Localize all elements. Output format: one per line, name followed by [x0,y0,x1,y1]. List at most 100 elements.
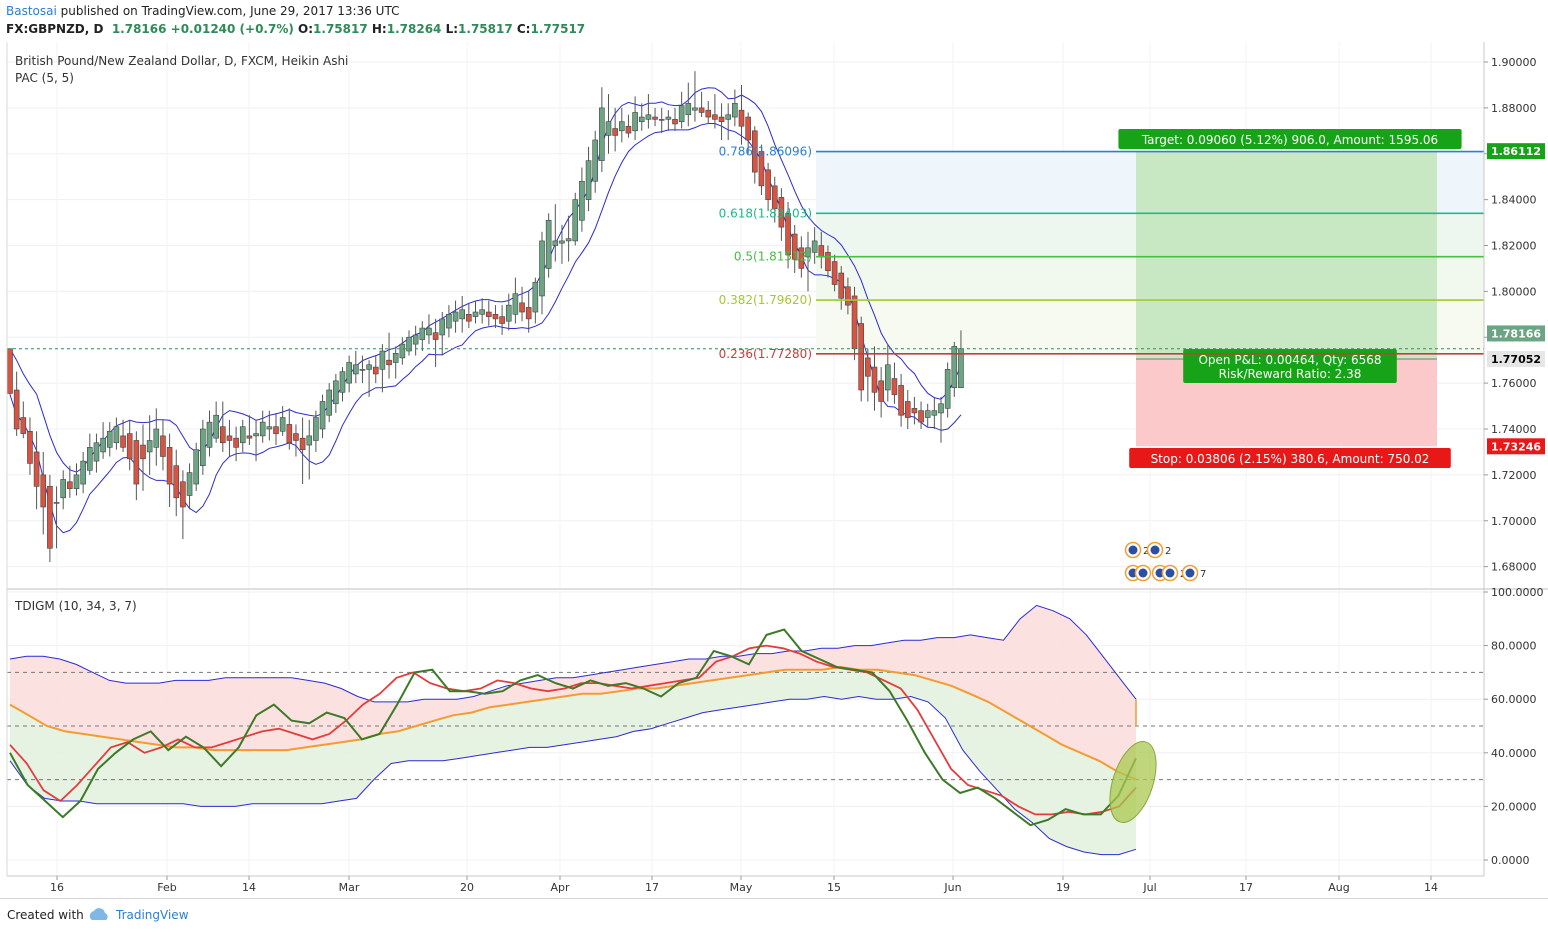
event-count: 2 [1165,546,1171,557]
candle-body [286,424,293,444]
candle [891,362,898,404]
candle [805,231,811,292]
candle-body [100,437,106,453]
open-value: 1.75817 [313,22,368,36]
candle-body [958,348,964,389]
candle-body [658,119,665,121]
candle [599,87,605,173]
candle [944,362,951,418]
candle [432,318,439,368]
low-value: 1.75817 [458,22,513,36]
candle-body [366,364,372,370]
candle-body [106,430,113,448]
author-link[interactable]: Bastosai [6,4,57,18]
candle-body [884,364,891,391]
pnl-label-box [1183,349,1397,383]
candle-body [279,417,286,432]
fib-retracement[interactable]: 0.786(1.86096) 0.618(1.83403) 0.5(1.81512)… [7,145,1484,361]
event-count: 7 [1200,569,1206,580]
candle-body [592,139,599,182]
candle [858,316,865,402]
price-tag [1487,325,1545,342]
candle-body [492,314,499,320]
candle [339,367,346,402]
candle [878,367,884,418]
candle-body [226,435,233,441]
y-tick-label: 1.84000 [1491,194,1537,207]
candle-body [898,385,904,416]
candle [319,394,326,439]
ohlc-line: FX:GBPNZD, D 1.78166 +0.01240 (+0.7%) O:… [6,22,585,36]
candle-body [485,311,492,317]
candle [20,401,27,439]
candle-body [80,460,86,485]
stop-label-text: Stop: 0.03806 (2.15%) 380.6, Amount: 750… [1151,452,1430,466]
fib-level-label: 0.236(1.77280) [719,347,812,361]
candle [140,424,146,491]
tradingview-cloud-icon [89,908,108,920]
candle-body [951,346,958,389]
candle-body [319,401,326,430]
candle [838,266,845,310]
candle-body [505,304,512,322]
candle [27,417,33,475]
channel-upper [9,87,962,473]
candle [87,433,93,475]
candles [7,71,964,563]
tdi-title: TDIGM (10, 34, 3, 7) [14,599,137,613]
fib-level-label: 0.5(1.81512) [734,250,812,264]
candle-body [605,121,612,136]
chart-title: British Pound/New Zealand Dollar, D, FXC… [15,54,348,68]
target-label: Target: 0.09060 (5.12%) 906.0, Amount: 1… [1118,129,1462,149]
price-change: +0.01240 (+0.7%) [170,22,294,36]
candle [279,406,286,436]
candle [326,383,333,423]
candle-body [419,327,426,340]
candle [352,351,359,384]
candle [505,293,512,331]
candle [931,396,938,429]
candle-body [273,426,279,434]
candle [80,451,86,494]
candle [213,401,219,443]
candle [951,341,958,397]
candle [685,82,692,127]
candle-body [765,169,771,200]
candle-body [512,293,519,315]
candle-body [725,114,732,120]
candle-body [612,128,618,136]
candle [738,84,745,145]
candle-body [625,125,632,134]
price-chart[interactable]: Target: 0.09060 (5.12%) 906.0, Amount: 1… [0,0,1548,898]
tdi-y-tick-label: 20.0000 [1491,800,1537,813]
candle-body [133,440,140,485]
candle [286,408,293,450]
fib-level-label: 0.382(1.79620) [719,293,812,307]
tdi-panel [7,604,1484,856]
candle-body [259,421,266,437]
long-position-tool[interactable]: Target: 0.09060 (5.12%) 906.0, Amount: 1… [1118,129,1462,468]
candle [605,94,612,154]
x-tick-label: Jul [1142,881,1156,894]
candle-body [599,107,605,161]
candle [652,107,658,127]
candle [166,433,173,507]
candle [53,486,60,549]
candle-body [359,369,366,371]
candle-body [47,486,53,549]
candle-body [293,433,299,441]
candle [512,277,519,324]
candle [452,300,459,333]
y-tick-label: 1.68000 [1491,561,1537,574]
candle [200,419,206,475]
event-markers[interactable]: 22427 [1124,541,1207,582]
tradingview-link[interactable]: TradingView [116,908,189,922]
candle [565,215,572,262]
candle [386,332,392,379]
candle [918,401,924,429]
candle [718,103,725,140]
candle [525,291,532,333]
candle-body [166,447,173,485]
candle-body [246,435,253,439]
candle-body [60,479,67,499]
